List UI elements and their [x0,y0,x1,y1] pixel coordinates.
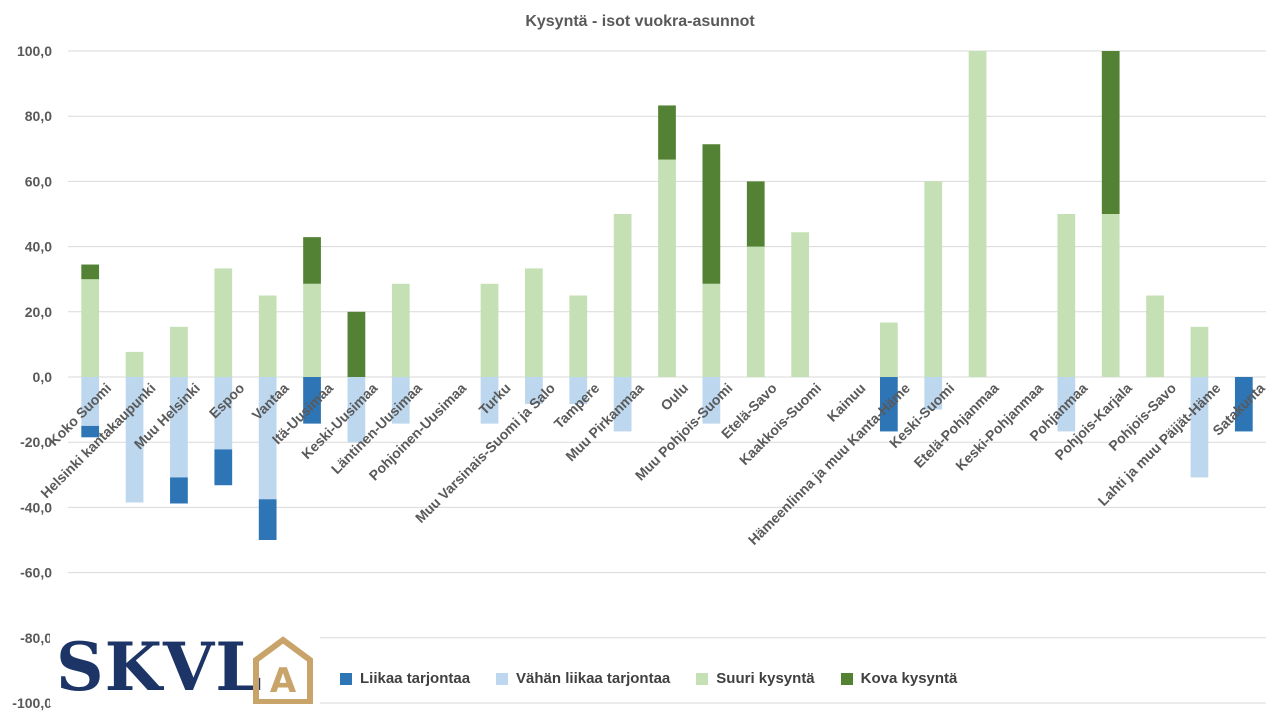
bar-segment [125,351,144,377]
legend: Liikaa tarjontaa Vähän liikaa tarjontaa … [340,670,957,687]
bar-segment [303,237,321,284]
logo-house-icon: A [253,636,313,704]
bar-segment [746,246,765,377]
x-tick-label: Oulu [657,380,691,414]
bar-segment [658,105,676,160]
bar-segment [303,377,321,424]
bar-segment [1146,295,1164,377]
bar-segment [1101,214,1120,377]
legend-label: Suuri kysyntä [716,670,815,687]
bar-segment [258,377,277,500]
bar-segment [1190,326,1209,377]
legend-swatch [696,672,709,685]
x-tick-label: Kaakkois-Suomi [736,380,824,468]
bar-segment [81,425,100,438]
bar-segment [924,377,943,410]
bar-segment [525,268,543,377]
bar-segment [347,377,366,443]
bar-segment [569,295,588,377]
legend-swatch [496,672,509,685]
legend-label: Kova kysyntä [860,670,958,687]
bar-segment [480,283,499,377]
bar-segment [303,283,321,377]
y-tick-label: -20,0 [20,434,52,450]
chart-title: Kysyntä - isot vuokra-asunnot [525,13,755,30]
bar-segment [391,283,410,377]
y-tick-label: 100,0 [17,43,52,59]
bar-segment [258,295,277,377]
y-tick-label: -80,0 [20,630,52,646]
bar-segment [658,159,676,377]
y-tick-label: 40,0 [25,239,52,255]
bar-segment [613,377,632,432]
legend-item-liikaa: Liikaa tarjontaa [340,670,470,687]
bars [81,51,1253,540]
y-tick-label: -40,0 [20,499,52,515]
y-tick-label: 20,0 [25,304,52,320]
bar-segment [924,181,943,377]
y-tick-label: 80,0 [25,108,52,124]
y-tick-label: 0,0 [33,369,53,385]
legend-item-kova: Kova kysyntä [840,670,958,687]
bar-segment [391,377,410,424]
skvl-logo: SKVL A [50,628,320,706]
bar-segment [81,264,100,280]
legend-label: Liikaa tarjontaa [360,670,471,687]
y-tick-label: -60,0 [20,565,52,581]
bar-segment [746,181,765,247]
bar-segment [170,326,188,377]
bar-segment [1101,51,1120,214]
bar-segment [214,377,233,450]
x-tick-label: Kainuu [824,380,869,425]
bar-segment [968,51,987,377]
bar-segment [125,377,144,503]
bar-segment [569,377,588,405]
bar-segment [81,279,100,377]
bar-segment [170,477,188,504]
bar-segment [702,377,721,424]
legend-swatch [340,672,352,685]
bar-segment [81,377,100,426]
bar-segment [480,377,499,424]
legend-swatch [840,672,853,685]
logo-text: SKVL [56,628,263,706]
bar-segment [791,232,809,377]
logo-mark: A [270,661,297,701]
legend-item-suuri: Suuri kysyntä [696,670,815,687]
bar-segment [347,311,366,377]
y-tick-label: 60,0 [25,173,52,189]
bar-segment [1190,377,1209,478]
bar-segment [613,214,632,377]
bar-segment [1234,377,1253,432]
bar-segment [258,499,277,540]
bar-segment [214,268,233,377]
legend-item-vahan-liikaa: Vähän liikaa tarjontaa [496,670,670,687]
y-tick-label: -100,0 [12,695,52,711]
bar-segment [879,377,898,432]
bar-segment [214,449,233,486]
x-tick-label: Hämeenlinna ja muu Kanta-Häme [745,380,913,548]
bar-segment [702,144,721,284]
bar-segment [525,377,543,405]
y-axis-ticks: 100,0 80,0 60,0 40,0 20,0 0,0 -20,0 -40,0 -60,0 -… [12,43,52,711]
bar-segment [170,377,188,478]
bar-segment [1057,377,1076,432]
bar-segment [702,283,721,377]
bar-segment [879,322,898,377]
bar-segment [1057,214,1076,377]
legend-label: Vähän liikaa tarjontaa [516,670,671,687]
